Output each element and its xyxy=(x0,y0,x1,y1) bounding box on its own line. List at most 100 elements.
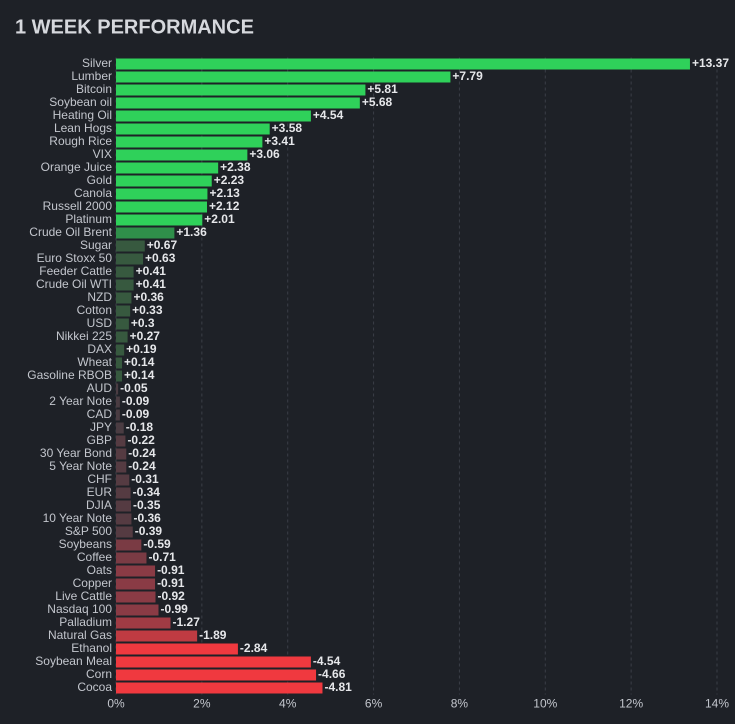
value-label: +0.41 xyxy=(136,277,167,291)
bar xyxy=(116,201,208,213)
bar xyxy=(116,396,120,408)
bar xyxy=(116,643,238,655)
value-label: +4.54 xyxy=(313,108,344,122)
value-label: +0.67 xyxy=(147,238,178,252)
value-label: +2.13 xyxy=(209,186,240,200)
value-label: -0.24 xyxy=(128,459,156,473)
bar xyxy=(116,123,270,135)
x-tick-label: 12% xyxy=(619,697,643,711)
bar xyxy=(116,97,360,109)
category-label: Natural Gas xyxy=(48,628,112,642)
category-label: Corn xyxy=(86,667,112,681)
value-label: +1.36 xyxy=(176,225,207,239)
category-label: AUD xyxy=(87,381,113,395)
category-label: Nasdaq 100 xyxy=(47,602,112,616)
category-label: Crude Oil WTI xyxy=(36,277,112,291)
category-label: Orange Juice xyxy=(41,160,113,174)
x-tick-label: 10% xyxy=(533,697,557,711)
category-label: Live Cattle xyxy=(55,589,112,603)
category-label: NZD xyxy=(87,290,112,304)
category-label: JPY xyxy=(90,420,112,434)
category-label: Wheat xyxy=(77,355,112,369)
category-label: Nikkei 225 xyxy=(56,329,112,343)
category-label: Soybeans xyxy=(59,537,112,551)
value-label: -4.81 xyxy=(324,680,352,694)
bar xyxy=(116,630,198,642)
bar xyxy=(116,84,366,96)
value-label: -0.34 xyxy=(133,485,161,499)
bar xyxy=(116,669,317,681)
value-label: +2.12 xyxy=(209,199,240,213)
chart-title: 1 WEEK PERFORMANCE xyxy=(15,16,254,38)
x-tick-label: 2% xyxy=(193,697,211,711)
value-label: -0.39 xyxy=(135,524,163,538)
bar xyxy=(116,227,175,239)
value-label: -0.59 xyxy=(143,537,171,551)
bar xyxy=(116,240,145,252)
category-label: Euro Stoxx 50 xyxy=(37,251,113,265)
value-label: +0.63 xyxy=(145,251,176,265)
bar xyxy=(116,136,263,148)
value-label: -0.18 xyxy=(126,420,154,434)
bar xyxy=(116,513,132,525)
bar xyxy=(116,383,119,395)
value-label: -0.09 xyxy=(122,394,150,408)
category-label: 30 Year Bond xyxy=(40,446,112,460)
value-label: +0.14 xyxy=(124,368,155,382)
value-label: +2.01 xyxy=(204,212,235,226)
category-label: DJIA xyxy=(86,498,112,512)
bar xyxy=(116,344,125,356)
value-label: -0.91 xyxy=(157,563,185,577)
value-label: -0.35 xyxy=(133,498,161,512)
bar xyxy=(116,526,133,538)
bar xyxy=(116,318,129,330)
category-label: Canola xyxy=(74,186,112,200)
bar xyxy=(116,656,311,668)
bar xyxy=(116,305,131,317)
bar xyxy=(116,539,142,551)
bar xyxy=(116,58,690,70)
bar xyxy=(116,435,126,447)
value-label: -4.66 xyxy=(318,667,346,681)
category-label: Feeder Cattle xyxy=(39,264,112,278)
category-label: Palladium xyxy=(59,615,112,629)
x-tick-label: 6% xyxy=(365,697,383,711)
category-label: Silver xyxy=(82,56,112,70)
value-label: -2.84 xyxy=(240,641,268,655)
value-label: -0.22 xyxy=(127,433,155,447)
category-label: Lean Hogs xyxy=(54,121,112,135)
bar xyxy=(116,409,120,421)
bar xyxy=(116,578,156,590)
category-label: Soybean Meal xyxy=(35,654,112,668)
value-label: -0.99 xyxy=(160,602,188,616)
bar xyxy=(116,188,208,200)
category-label: EUR xyxy=(87,485,113,499)
category-label: 2 Year Note xyxy=(49,394,112,408)
category-label: Bitcoin xyxy=(76,82,112,96)
value-label: -0.05 xyxy=(120,381,148,395)
value-label: -0.71 xyxy=(148,550,176,564)
bar xyxy=(116,149,248,161)
bar xyxy=(116,604,159,616)
bar xyxy=(116,591,156,603)
category-label: Soybean oil xyxy=(49,95,112,109)
category-label: Crude Oil Brent xyxy=(29,225,112,239)
bar xyxy=(116,552,147,564)
bar xyxy=(116,292,132,304)
category-label: USD xyxy=(87,316,113,330)
value-label: -0.91 xyxy=(157,576,185,590)
bar xyxy=(116,175,212,187)
value-label: +0.3 xyxy=(131,316,155,330)
category-label: Cotton xyxy=(77,303,112,317)
x-tick-label: 4% xyxy=(279,697,297,711)
bar xyxy=(116,422,124,434)
bar xyxy=(116,682,323,694)
value-label: -0.92 xyxy=(157,589,185,603)
category-label: Sugar xyxy=(80,238,112,252)
category-label: Heating Oil xyxy=(53,108,112,122)
value-label: +0.14 xyxy=(124,355,155,369)
category-label: Copper xyxy=(73,576,112,590)
value-label: +0.36 xyxy=(133,290,164,304)
bar xyxy=(116,448,127,460)
